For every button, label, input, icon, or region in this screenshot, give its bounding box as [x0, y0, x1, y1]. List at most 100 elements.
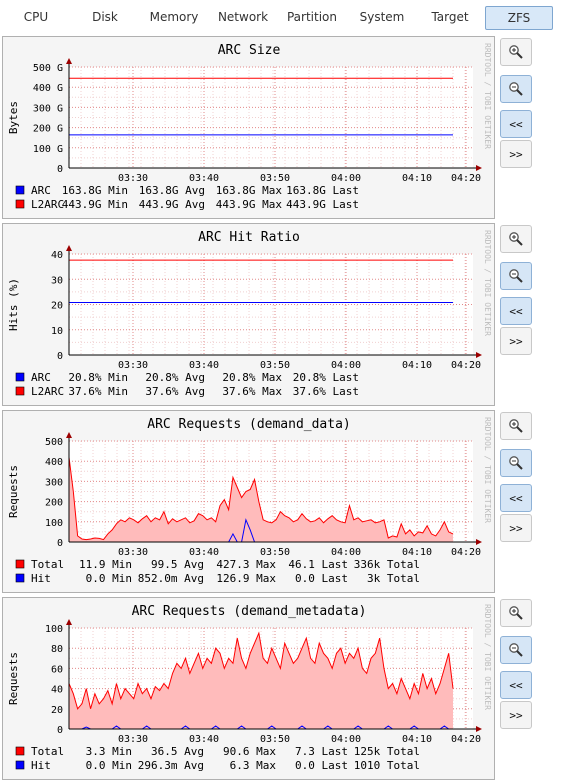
y-axis-arrow [66, 245, 72, 251]
magnifier-minus-icon [509, 456, 523, 470]
x-axis-arrow [476, 726, 482, 732]
zoom-in-button[interactable] [500, 225, 532, 253]
tab-network[interactable]: Network [217, 10, 269, 24]
zoom-out-button[interactable] [500, 262, 532, 290]
tab-disk[interactable]: Disk [92, 10, 118, 24]
graph-title: ARC Requests (demand_metadata) [132, 604, 367, 619]
x-tick-label: 04:00 [331, 360, 361, 371]
back-button[interactable]: << [500, 110, 532, 138]
watermark: RRDTOOL / TOBI OETIKER [483, 43, 492, 149]
y-tick-label: 20 [51, 705, 63, 716]
series-area-total [69, 633, 453, 729]
tab-system[interactable]: System [359, 10, 405, 24]
zoom-out-button[interactable] [500, 75, 532, 103]
legend-stat: 1010 Total [354, 759, 420, 772]
y-axis-arrow [66, 58, 72, 64]
legend-stat: 163.8G Last [286, 184, 359, 197]
y-tick-label: 0 [57, 164, 63, 175]
y-tick-label: 40 [51, 685, 63, 696]
back-button[interactable]: << [500, 297, 532, 325]
legend-stat: 3.3 Min [86, 745, 132, 758]
legend-stat: 443.9G Min [62, 198, 128, 211]
watermark: RRDTOOL / TOBI OETIKER [483, 230, 492, 336]
zoom-in-button[interactable] [500, 38, 532, 66]
legend-series-name: Total [31, 745, 64, 758]
legend-stat: 443.9G Max [216, 198, 283, 211]
x-axis-arrow [476, 165, 482, 171]
tab-partition[interactable]: Partition [286, 10, 337, 24]
graph-panel: ARC Requests (demand_data) Requests RRDTOO… [2, 410, 495, 593]
legend-stat: 852.0m Avg [138, 572, 204, 585]
legend-stat: 6.3 Max [230, 759, 277, 772]
y-tick-label: 100 [45, 518, 63, 529]
legend-stat: 37.6% Last [293, 385, 359, 398]
y-tick-label: 500 G [33, 63, 63, 74]
tab-target[interactable]: Target [431, 10, 469, 24]
tab-memory[interactable]: Memory [149, 10, 199, 24]
y-tick-label: 60 [51, 664, 63, 675]
series-line-total [68, 457, 454, 541]
legend-stat: 20.8% Avg [145, 371, 205, 384]
legend-stat: 125k Total [354, 745, 420, 758]
legend-swatch [15, 185, 25, 195]
legend-stat: 126.9 Max [216, 572, 276, 585]
legend-stat: 46.1 Last [288, 558, 348, 571]
y-tick-label: 100 G [33, 144, 63, 155]
legend-series-name: Hit [31, 759, 51, 772]
legend-swatch [15, 199, 25, 209]
legend-series-name: Hit [31, 572, 51, 585]
tab-cpu[interactable]: CPU [23, 10, 49, 24]
back-button[interactable]: << [500, 671, 532, 699]
x-tick-label: 04:10 [402, 734, 432, 745]
magnifier-plus-icon [509, 419, 523, 433]
zoom-out-button[interactable] [500, 636, 532, 664]
x-tick-label: 03:30 [118, 173, 148, 184]
series-line-total [68, 631, 454, 710]
forward-button[interactable]: >> [500, 514, 532, 542]
legend-stat: 37.6% Max [222, 385, 282, 398]
graph-panel: ARC Requests (demand_metadata) Requests RR… [2, 597, 495, 780]
y-axis-label: Bytes [7, 101, 20, 134]
x-tick-label: 04:20 [451, 173, 481, 184]
tab-zfs[interactable]: ZFS [485, 6, 553, 30]
x-tick-label: 03:30 [118, 547, 148, 558]
graph-title: ARC Size [218, 43, 281, 58]
x-tick-label: 03:40 [189, 547, 219, 558]
legend-swatch [15, 746, 25, 756]
y-tick-label: 30 [51, 275, 63, 286]
legend-stat: 443.9G Last [286, 198, 359, 211]
magnifier-plus-icon [509, 232, 523, 246]
zoom-in-button[interactable] [500, 599, 532, 627]
forward-button[interactable]: >> [500, 701, 532, 729]
forward-button[interactable]: >> [500, 140, 532, 168]
graph-title: ARC Requests (demand_data) [147, 417, 351, 432]
graph-panel: ARC Size Bytes RRDTOOL / TOBI OETIKER 0 100 … [2, 36, 495, 219]
x-tick-label: 03:40 [189, 360, 219, 371]
back-button[interactable]: << [500, 484, 532, 512]
x-tick-label: 03:50 [260, 173, 290, 184]
legend-series-name: ARC [31, 184, 51, 197]
legend-stat: 0.0 Last [295, 572, 348, 585]
legend-stat: 163.8G Max [216, 184, 283, 197]
legend-stat: 443.9G Avg [139, 198, 205, 211]
y-axis-label: Requests [7, 652, 20, 705]
zoom-in-button[interactable] [500, 412, 532, 440]
legend-stat: 90.6 Max [223, 745, 276, 758]
legend-stat: 0.0 Min [86, 759, 132, 772]
graph-panel: ARC Hit Ratio Hits (%) RRDTOOL / TOBI OETI… [2, 223, 495, 406]
y-tick-label: 0 [57, 725, 63, 736]
forward-button[interactable]: >> [500, 327, 532, 355]
legend-stat: 3k Total [367, 572, 420, 585]
x-tick-label: 04:20 [451, 547, 481, 558]
x-tick-label: 04:00 [331, 734, 361, 745]
watermark: RRDTOOL / TOBI OETIKER [483, 417, 492, 523]
x-tick-label: 04:20 [451, 734, 481, 745]
x-tick-label: 04:20 [451, 360, 481, 371]
legend-swatch [15, 573, 25, 583]
zoom-out-button[interactable] [500, 449, 532, 477]
x-tick-label: 04:10 [402, 360, 432, 371]
graph-canvas: ARC Size Bytes RRDTOOL / TOBI OETIKER 0 100 … [7, 43, 492, 211]
y-tick-label: 200 [45, 498, 63, 509]
y-tick-label: 20 [51, 301, 63, 312]
magnifier-minus-icon [509, 82, 523, 96]
